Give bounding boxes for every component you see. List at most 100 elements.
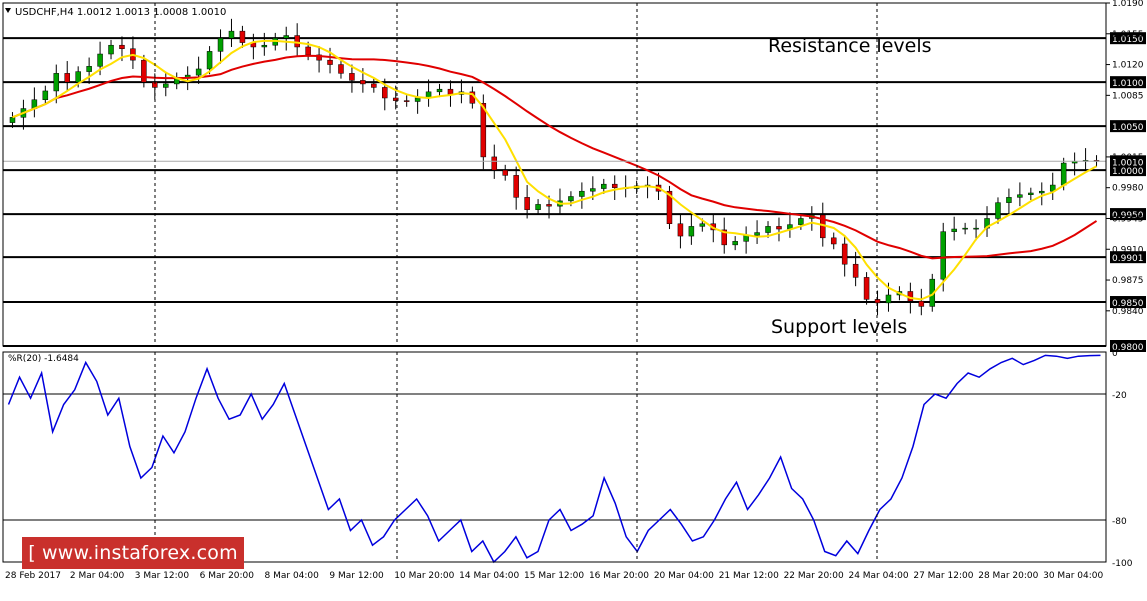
x-axis-label: 8 Mar 04:00	[265, 571, 320, 581]
wr-axis-label: -100	[1112, 559, 1133, 569]
x-axis-label: 22 Mar 20:00	[784, 571, 844, 581]
williams-r-panel	[3, 354, 1106, 564]
candle-body	[798, 218, 804, 225]
level-label-box	[1110, 251, 1146, 264]
candle-body	[414, 97, 421, 102]
candle-body	[962, 227, 968, 230]
candle-body	[1060, 162, 1067, 186]
level-label: 0.9901	[1112, 254, 1144, 264]
candle-body	[579, 190, 585, 197]
candle-body	[371, 83, 377, 88]
price-tick-label: 0.9875	[1112, 276, 1144, 286]
x-axis-label: 28 Mar 20:00	[978, 571, 1038, 581]
candle-body	[9, 117, 16, 123]
candle-body	[874, 299, 881, 304]
x-axis-label: 3 Mar 12:00	[135, 571, 190, 581]
candle-body	[403, 100, 410, 102]
candle-body	[688, 226, 695, 237]
level-label-box	[1110, 208, 1146, 221]
candle-body	[97, 53, 103, 67]
candle-body	[436, 88, 443, 93]
x-axis-label: 2 Mar 04:00	[70, 571, 125, 581]
level-label-box	[1110, 296, 1146, 309]
candle-body	[776, 226, 782, 230]
candle-body	[392, 97, 399, 101]
x-axis-label: 27 Mar 12:00	[913, 571, 973, 581]
candle-body	[611, 183, 618, 188]
candle-body	[217, 37, 224, 52]
candle-body	[1006, 197, 1012, 203]
x-axis-label: 16 Mar 20:00	[589, 571, 649, 581]
candle-body	[513, 175, 519, 198]
chart-menu-triangle[interactable]	[5, 8, 11, 13]
candle-body	[360, 80, 366, 85]
candle-body	[327, 59, 333, 65]
x-axis-label: 21 Mar 12:00	[719, 571, 779, 581]
axes: 1.0150 1.0100 1.0050 1.0000 0.9950 0.9901 0.98…	[2, 0, 1146, 581]
candle-body	[1039, 190, 1045, 194]
resistance-label: Resistance levels	[768, 35, 932, 57]
price-tick-label: 1.0085	[1112, 91, 1144, 101]
level-label: 1.0100	[1112, 79, 1144, 89]
candle-body	[75, 71, 81, 83]
candle-body	[765, 226, 771, 233]
level-label: 1.0000	[1112, 167, 1144, 177]
level-label-box	[1110, 340, 1146, 352]
candle-body	[995, 202, 1001, 219]
candle-body	[568, 196, 574, 202]
candle-body	[283, 35, 289, 39]
candle-body	[601, 183, 607, 189]
candle-body	[973, 227, 979, 230]
wr-axis-label: -20	[1112, 391, 1127, 401]
price-tick-label: 0.9910	[1112, 245, 1144, 255]
candle-body	[239, 30, 246, 43]
candle-body	[918, 300, 925, 307]
price-panel-frame	[2, 2, 1107, 347]
candle-body	[546, 204, 552, 207]
level-label-box	[1110, 76, 1146, 89]
x-axis-label: 20 Mar 04:00	[654, 571, 714, 581]
candle-body	[699, 223, 706, 227]
price-panel	[3, 18, 1106, 347]
candle-body	[852, 263, 859, 278]
candle-body	[491, 156, 498, 171]
price-tick-label: 1.0190	[1112, 0, 1144, 9]
symbol-header: USDCHF,H4 1.0012 1.0013 1.0008 1.0010	[15, 7, 226, 18]
x-axis-label: 10 Mar 20:00	[394, 571, 454, 581]
usdchf-chart: 1.0150 1.0100 1.0050 1.0000 0.9950 0.9901 0.98…	[2, 0, 1146, 581]
candle-body	[863, 277, 870, 300]
candle-body	[64, 73, 70, 83]
candle-body	[349, 73, 355, 81]
candle-body	[732, 241, 738, 246]
instaforex-watermark: [ www.instaforex.com ]	[22, 537, 244, 596]
candle-body	[305, 46, 311, 56]
slow-moving-average	[12, 54, 1098, 260]
candle-body	[294, 35, 300, 48]
candle-body	[940, 231, 946, 280]
candle-body	[316, 54, 322, 61]
candle-body	[53, 73, 60, 92]
candle-body	[677, 223, 684, 237]
candle-body	[885, 294, 892, 304]
candle-body	[163, 83, 169, 88]
candle-body	[721, 229, 727, 246]
candle-body	[841, 243, 848, 265]
current-price-box	[1110, 155, 1146, 168]
candle-body	[524, 197, 530, 210]
candle-body	[261, 44, 268, 48]
candle-body	[1028, 192, 1034, 195]
level-label: 1.0050	[1112, 123, 1144, 133]
candle-body	[590, 188, 596, 192]
candle-body	[666, 190, 673, 225]
level-label: 1.0150	[1112, 35, 1144, 45]
candle-body	[502, 169, 508, 176]
candle-body	[206, 51, 213, 70]
candle-body	[754, 232, 760, 236]
price-tick-label: 0.9840	[1112, 307, 1144, 317]
wr-axis-label: -80	[1112, 517, 1127, 527]
candle-body	[228, 30, 235, 39]
candle-body	[86, 66, 92, 72]
support-label: Support levels	[771, 316, 907, 338]
level-label-box	[1110, 32, 1146, 45]
current-price-label: 1.0010	[1112, 158, 1144, 168]
